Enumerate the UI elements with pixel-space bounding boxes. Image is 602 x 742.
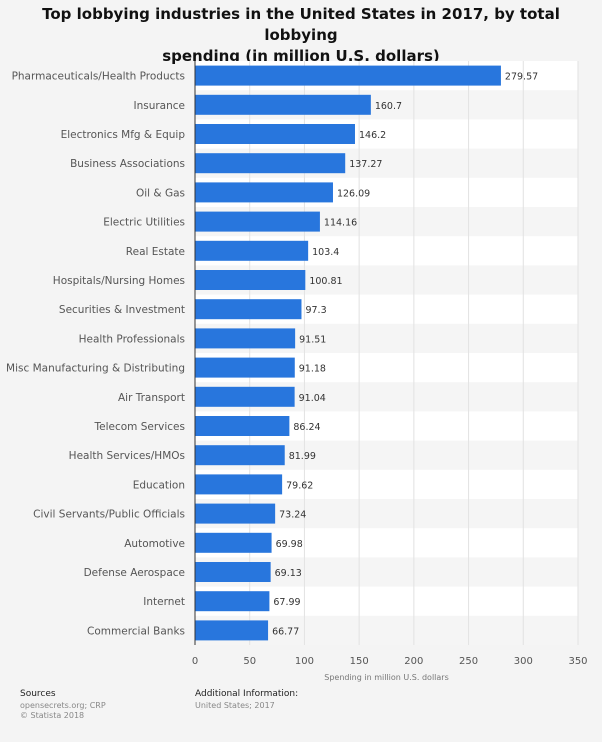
value-label: 100.81 [309,276,342,287]
x-tick-label: 0 [192,656,198,667]
category-label: Automotive [124,538,185,550]
additional-info-text: United States; 2017 [195,701,275,710]
category-label: Business Associations [70,158,185,170]
bar[interactable] [195,532,272,553]
bar[interactable] [195,562,271,582]
x-tick-label: 250 [459,656,478,667]
category-label: Health Professionals [79,333,185,345]
value-label: 279.57 [505,72,538,83]
bar[interactable] [195,124,355,144]
sources-line-1[interactable]: opensecrets.org; CRP [20,701,106,710]
bar[interactable] [195,94,371,115]
bar[interactable] [195,591,270,612]
x-tick-label: 100 [295,656,314,667]
x-tick-label: 150 [350,656,369,667]
category-label: Pharmaceuticals/Health Products [12,71,185,83]
category-label: Commercial Banks [87,625,185,637]
bar[interactable] [195,474,283,495]
value-label: 69.98 [276,539,303,550]
category-label: Electric Utilities [103,217,185,229]
category-label: Health Services/HMOs [69,450,185,462]
bar[interactable] [195,503,276,524]
value-label: 160.7 [375,101,402,112]
value-label: 91.18 [299,364,326,375]
category-label: Misc Manufacturing & Distributing [6,363,185,375]
bar[interactable] [195,445,285,466]
bar[interactable] [195,386,295,407]
value-label: 81.99 [289,451,316,462]
chart-title-line-2: spending (in million U.S. dollars) [162,47,440,65]
value-label: 79.62 [286,480,313,491]
category-label: Hospitals/Nursing Homes [53,275,185,287]
sources-text: opensecrets.org; CRP © Statista 2018 [20,701,106,721]
value-label: 114.16 [324,218,357,229]
value-label: 67.99 [273,597,300,608]
x-tick-label: 200 [404,656,423,667]
bar[interactable] [195,211,320,232]
chart-title: Top lobbying industries in the United St… [20,4,582,67]
bar[interactable] [195,416,290,436]
bar[interactable] [195,270,306,290]
value-label: 97.3 [305,305,326,316]
value-label: 103.4 [312,247,339,258]
value-label: 69.13 [275,568,302,579]
chart-title-line-1: Top lobbying industries in the United St… [42,5,560,44]
x-tick-label: 300 [514,656,533,667]
sources-line-2: © Statista 2018 [20,711,85,720]
category-label: Air Transport [118,392,185,404]
x-tick-label: 350 [568,656,587,667]
bar[interactable] [195,620,269,641]
value-label: 126.09 [337,188,370,199]
category-label: Civil Servants/Public Officials [33,509,185,521]
sources-heading: Sources [20,689,56,699]
category-label: Securities & Investment [59,304,185,316]
category-label: Defense Aerospace [84,567,185,579]
value-label: 146.2 [359,130,386,141]
category-label: Telecom Services [93,421,185,433]
bar[interactable] [195,240,309,261]
bar[interactable] [195,357,295,378]
category-label: Electronics Mfg & Equip [61,129,186,141]
bar[interactable] [195,153,346,174]
category-label: Real Estate [126,246,185,258]
value-label: 91.51 [299,334,326,345]
bar[interactable] [195,65,501,86]
value-label: 86.24 [293,422,320,433]
category-label: Education [133,479,185,491]
bar[interactable] [195,328,296,349]
category-label: Oil & Gas [136,187,185,199]
bar[interactable] [195,299,302,320]
value-label: 73.24 [279,510,306,521]
category-label: Internet [143,596,185,608]
bar[interactable] [195,182,333,203]
category-label: Insurance [133,100,185,112]
x-axis-title: Spending in million U.S. dollars [324,673,449,682]
additional-info-heading: Additional Information: [195,689,299,699]
value-label: 66.77 [272,626,299,637]
value-label: 137.27 [349,159,382,170]
x-tick-label: 50 [243,656,256,667]
value-label: 91.04 [299,393,326,404]
